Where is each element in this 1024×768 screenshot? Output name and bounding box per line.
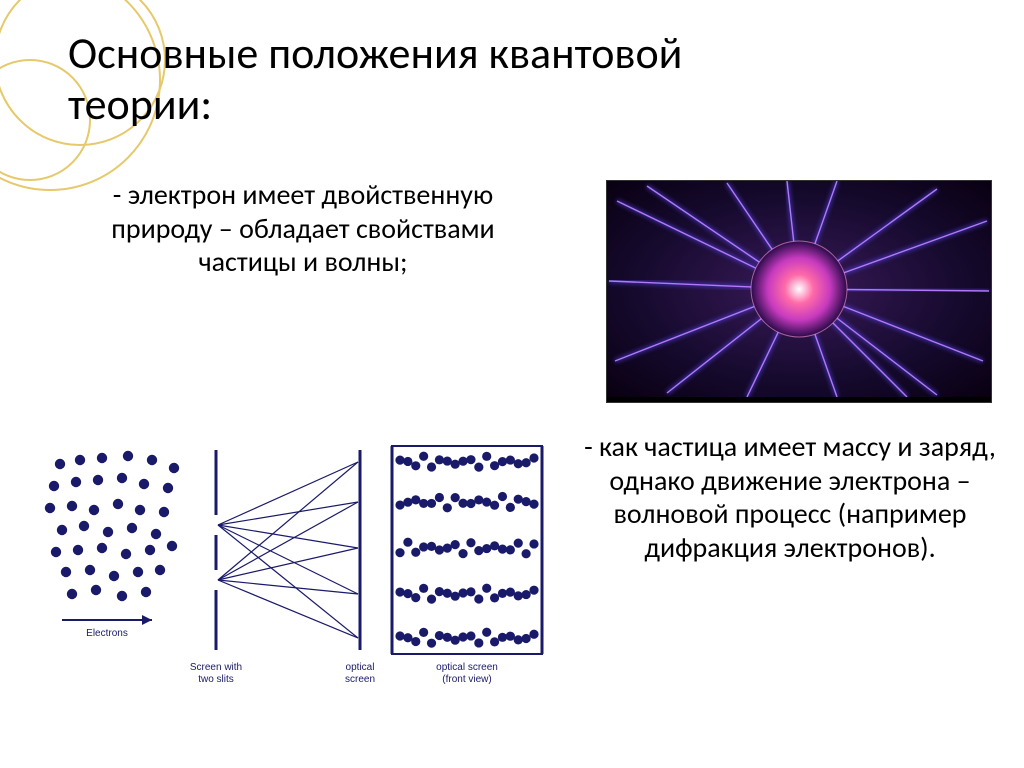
svg-text:screen: screen — [345, 674, 375, 685]
svg-text:two slits: two slits — [198, 674, 234, 685]
plasma-ball-image — [606, 180, 992, 403]
svg-text:optical: optical — [346, 662, 375, 673]
svg-text:optical screen: optical screen — [436, 662, 498, 673]
svg-text:Screen with: Screen with — [190, 662, 242, 673]
svg-text:Electrons: Electrons — [86, 628, 128, 639]
double-slit-diagram: Electrons Screen withtwo slits opticalscre… — [32, 400, 562, 740]
svg-text:(front view): (front view) — [442, 674, 491, 685]
bullet-2: - как частица имеет массу и заряд, однак… — [580, 430, 1000, 564]
bullet-1: - электрон имеет двойственную природу – … — [68, 178, 538, 279]
slide-title: Основные положения квантовой теории: — [68, 28, 768, 129]
